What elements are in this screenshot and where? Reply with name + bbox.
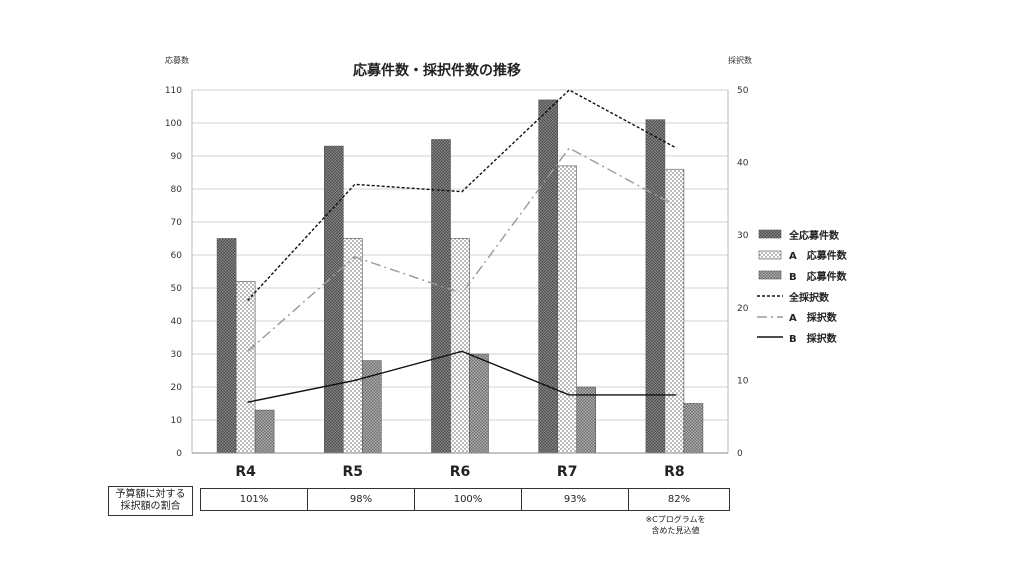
legend-key	[757, 295, 783, 297]
legend-item: A 採択数	[757, 306, 847, 327]
y-left-tick-label: 70	[171, 218, 183, 228]
y-right-tick-label: 30	[737, 231, 749, 241]
table-cell-r5: 98%	[307, 488, 415, 511]
legend-key	[758, 229, 782, 239]
y-axis-left-label: 応募数	[165, 55, 189, 65]
table-cell-r6: 100%	[414, 488, 522, 511]
legend-key	[757, 315, 783, 318]
table-cell-r4: 101%	[200, 488, 308, 511]
legend-key	[757, 336, 783, 338]
table-row-label-line2: 採択額の割合	[120, 501, 181, 512]
y-left-tick-label: 30	[171, 350, 183, 360]
bar	[645, 119, 666, 454]
bar	[469, 353, 489, 454]
table-row-label-line1: 予算額に対する	[115, 489, 186, 500]
bar	[216, 238, 237, 454]
bar	[450, 238, 470, 454]
legend-label: 全採択数	[789, 292, 829, 304]
series-lines	[247, 89, 677, 403]
y-left-tick-label: 0	[176, 449, 182, 459]
legend-label: A 応募件数	[789, 251, 847, 263]
legend-swatch	[758, 271, 782, 280]
bar	[342, 238, 363, 454]
bar	[683, 403, 704, 454]
y-right-tick-label: 10	[737, 376, 749, 386]
table-row-label: 予算額に対する 採択額の割合	[108, 486, 193, 516]
y-left-tick-label: 40	[171, 317, 183, 327]
y-left-tick-label: 100	[165, 119, 182, 129]
y-left-tick-label: 80	[171, 185, 183, 195]
x-tick-label: R7	[557, 464, 578, 480]
legend-item: A 応募件数	[757, 245, 847, 266]
series-line	[247, 147, 677, 352]
x-tick-label: R4	[235, 464, 256, 480]
legend-item: 全応募件数	[757, 224, 847, 245]
bar	[323, 145, 344, 454]
bar	[576, 386, 597, 454]
legend-label: B 採択数	[789, 333, 837, 345]
chart-legend: 全応募件数 A 応募件数 B 応募件数 全採択数 A 採択数 B 採択数	[757, 224, 847, 348]
axes: 0 10 20 30 40 50 60 70 80 90 100 110 0 10 20 30 40 50 R4 R5…	[165, 86, 749, 480]
y-right-tick-label: 40	[737, 159, 749, 169]
series-line	[247, 350, 677, 403]
legend-item: 全採択数	[757, 286, 847, 307]
y-left-tick-label: 10	[171, 416, 183, 426]
bar	[431, 139, 451, 454]
table-cell-r7: 93%	[521, 488, 629, 511]
bar	[235, 281, 256, 454]
bar	[557, 165, 578, 454]
y-right-tick-label: 20	[737, 304, 749, 314]
table-cell-r8: 82%	[628, 488, 730, 511]
bar	[538, 99, 559, 454]
legend-swatch	[758, 250, 782, 260]
bar	[664, 168, 685, 454]
y-left-tick-label: 20	[171, 383, 183, 393]
x-tick-label: R5	[343, 464, 364, 480]
bars	[216, 99, 704, 454]
y-left-tick-label: 50	[171, 284, 183, 294]
footnote: ※Cプログラムを 含めた見込値	[628, 514, 723, 536]
legend-swatch	[758, 229, 782, 239]
y-right-tick-label: 50	[737, 86, 749, 96]
bar	[254, 409, 275, 454]
legend-label: B 応募件数	[789, 271, 847, 283]
legend-key	[758, 271, 782, 280]
footnote-line2: 含めた見込値	[651, 526, 700, 535]
legend-key	[758, 250, 782, 260]
legend-label: A 採択数	[789, 313, 837, 325]
y-left-tick-label: 90	[171, 152, 183, 162]
x-tick-label: R8	[664, 464, 685, 480]
y-left-tick-label: 60	[171, 251, 183, 261]
legend-label: 全応募件数	[789, 230, 839, 242]
chart-title: 応募件数・採択件数の推移	[353, 62, 521, 79]
y-right-tick-label: 0	[737, 449, 743, 459]
x-tick-label: R6	[450, 464, 471, 480]
y-left-tick-label: 110	[165, 86, 182, 96]
legend-item: B 応募件数	[757, 265, 847, 286]
y-axis-right-label: 採択数	[728, 55, 752, 65]
series-line	[247, 89, 677, 302]
legend-item: B 採択数	[757, 327, 847, 348]
footnote-line1: ※Cプログラムを	[645, 515, 706, 524]
